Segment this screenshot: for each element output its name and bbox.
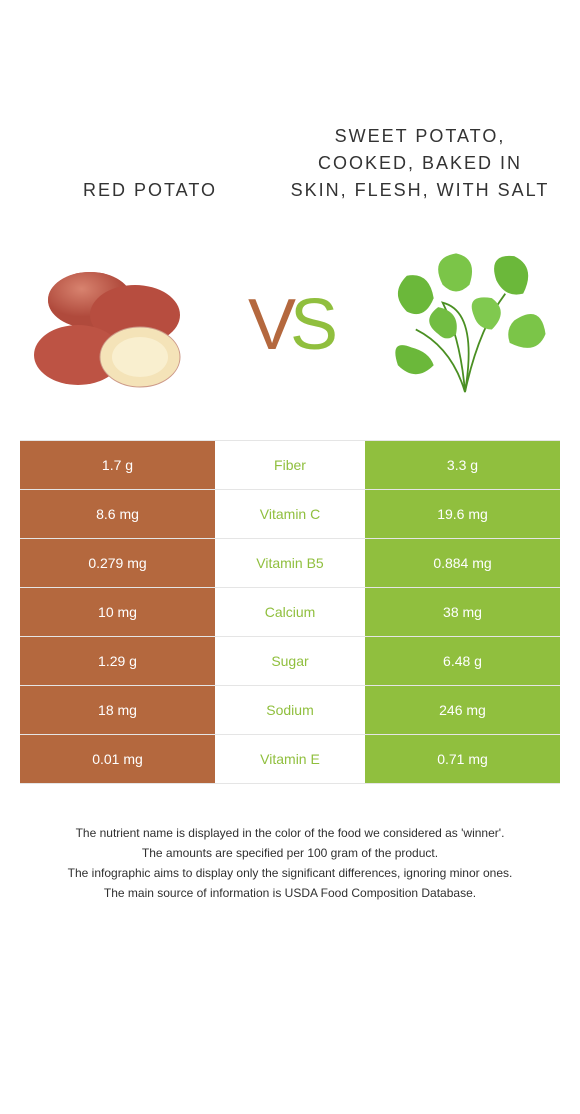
value-right: 3.3 g bbox=[365, 441, 560, 489]
footnote-line: The infographic aims to display only the… bbox=[20, 864, 560, 882]
nutrient-label: Vitamin B5 bbox=[215, 539, 365, 587]
food-right-title: SWEET POTATO, COOKED, BAKED IN SKIN, FLE… bbox=[280, 123, 560, 210]
nutrient-label: Sugar bbox=[215, 637, 365, 685]
table-row: 10 mgCalcium38 mg bbox=[20, 588, 560, 637]
value-left: 10 mg bbox=[20, 588, 215, 636]
value-left: 0.01 mg bbox=[20, 735, 215, 783]
footnote-line: The main source of information is USDA F… bbox=[20, 884, 560, 902]
value-right: 19.6 mg bbox=[365, 490, 560, 538]
value-left: 8.6 mg bbox=[20, 490, 215, 538]
vs-v: V bbox=[248, 284, 290, 366]
value-right: 0.884 mg bbox=[365, 539, 560, 587]
value-left: 0.279 mg bbox=[20, 539, 215, 587]
value-left: 1.7 g bbox=[20, 441, 215, 489]
value-left: 1.29 g bbox=[20, 637, 215, 685]
value-right: 38 mg bbox=[365, 588, 560, 636]
table-row: 18 mgSodium246 mg bbox=[20, 686, 560, 735]
value-right: 6.48 g bbox=[365, 637, 560, 685]
food-right-image bbox=[380, 240, 550, 410]
food-left-title: RED POTATO bbox=[20, 177, 280, 210]
value-left: 18 mg bbox=[20, 686, 215, 734]
table-row: 0.01 mgVitamin E0.71 mg bbox=[20, 735, 560, 784]
nutrient-label: Vitamin E bbox=[215, 735, 365, 783]
nutrient-label: Sodium bbox=[215, 686, 365, 734]
footnotes: The nutrient name is displayed in the co… bbox=[0, 784, 580, 924]
table-row: 1.7 gFiber3.3 g bbox=[20, 441, 560, 490]
vs-label: VS bbox=[248, 284, 332, 366]
value-right: 0.71 mg bbox=[365, 735, 560, 783]
nutrient-label: Fiber bbox=[215, 441, 365, 489]
table-row: 0.279 mgVitamin B50.884 mg bbox=[20, 539, 560, 588]
nutrient-label: Calcium bbox=[215, 588, 365, 636]
footnote-line: The amounts are specified per 100 gram o… bbox=[20, 844, 560, 862]
table-row: 1.29 gSugar6.48 g bbox=[20, 637, 560, 686]
nutrient-label: Vitamin C bbox=[215, 490, 365, 538]
comparison-table: 1.7 gFiber3.3 g8.6 mgVitamin C19.6 mg0.2… bbox=[20, 440, 560, 784]
vs-s: S bbox=[290, 284, 332, 366]
value-right: 246 mg bbox=[365, 686, 560, 734]
food-left-image bbox=[30, 240, 200, 410]
footnote-line: The nutrient name is displayed in the co… bbox=[20, 824, 560, 842]
table-row: 8.6 mgVitamin C19.6 mg bbox=[20, 490, 560, 539]
